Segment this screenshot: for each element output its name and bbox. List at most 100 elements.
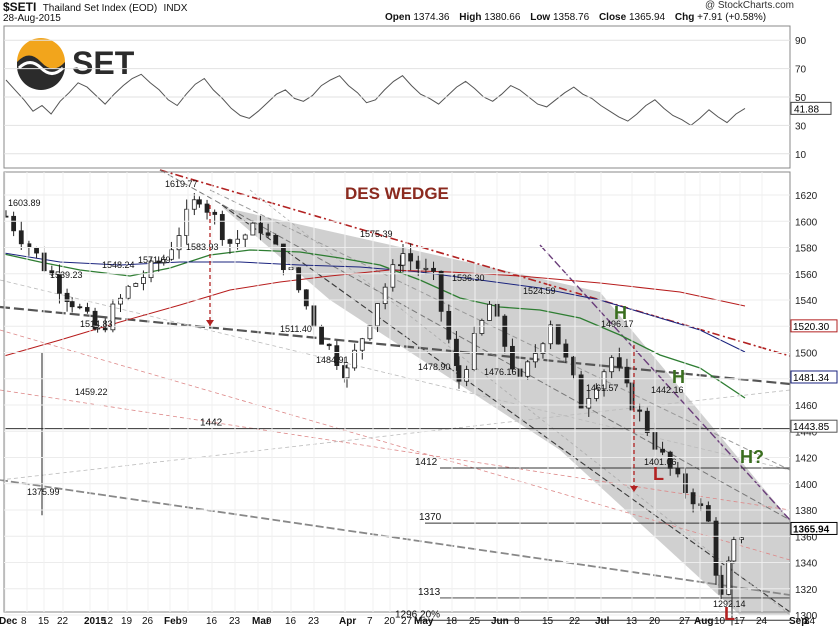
symbol: $SETI — [3, 0, 37, 14]
price-annotation: 1583.93 — [186, 242, 219, 252]
price-tick-label: 1500 — [795, 349, 818, 360]
price-annotation: 1524.59 — [523, 286, 556, 296]
candle-body — [334, 345, 340, 366]
candle-body — [487, 303, 492, 321]
candle-body — [400, 253, 406, 266]
x-tick-label: Jun — [491, 616, 509, 626]
price-tick-label: 1300 — [795, 611, 818, 622]
price-annotation: 1496.17 — [601, 319, 634, 329]
x-tick-label: Feb — [164, 616, 182, 626]
candle-body — [273, 234, 279, 245]
candle-body — [609, 357, 615, 373]
candle-body — [731, 539, 737, 562]
price-tick-label: 1580 — [795, 244, 818, 255]
fan-line-1 — [0, 389, 791, 511]
candle-body — [265, 232, 271, 236]
price-annotation: 1603.89 — [8, 198, 41, 208]
x-tick-label: 20 — [384, 616, 396, 626]
ohlc-readout: Open 1374.36 High 1380.66 Low 1358.76 Cl… — [385, 12, 766, 23]
chg-value: +7.91 (+0.58%) — [697, 12, 767, 23]
low-label: Low — [530, 12, 551, 23]
chart-title: $SETI Thailand Set Index (EOD) INDX — [3, 0, 187, 14]
candle-body — [375, 303, 380, 327]
high-value: 1380.66 — [484, 12, 521, 23]
candle-body — [319, 326, 324, 345]
price-value-box — [790, 370, 838, 384]
candle-body — [85, 307, 90, 312]
x-tick-label: 27 — [679, 616, 691, 626]
candle-body — [110, 303, 116, 331]
x-tick-label: 9 — [182, 616, 188, 626]
moving-average-short — [3, 249, 746, 399]
candle-body — [479, 320, 485, 334]
price-annotation: 1514.83 — [80, 319, 113, 329]
x-tick-label: Mar — [252, 616, 270, 626]
price-tick-label: 1560 — [795, 270, 818, 281]
x-tick-label: 8 — [804, 616, 810, 626]
x-tick-label: 20 — [649, 616, 661, 626]
candle-body — [326, 343, 332, 347]
candle-body — [367, 325, 373, 340]
candle-body — [586, 398, 592, 409]
close-label: Close — [598, 12, 627, 23]
lower-trend-line — [0, 479, 791, 596]
candle-body — [739, 537, 744, 541]
x-tick-label: 7 — [367, 616, 373, 626]
x-tick-label: 2015 — [84, 616, 107, 626]
price-annotation: 1442.16 — [651, 385, 684, 395]
pattern-letter: H? — [740, 447, 764, 467]
candle-body — [352, 349, 358, 369]
price-annotation: 1476.16 — [484, 367, 517, 377]
candle-body — [718, 574, 724, 595]
candle-body — [161, 258, 167, 264]
candle-body — [95, 327, 101, 330]
low-value: 1358.76 — [553, 12, 590, 23]
rsi-tick-label: 50 — [795, 93, 807, 104]
logo-text: SET — [72, 45, 135, 81]
pattern-letter: H — [672, 367, 685, 387]
price-value-box — [790, 521, 838, 535]
candle-body — [197, 199, 202, 205]
source-credit: @ StockCharts.com — [704, 0, 794, 11]
price-annotation: 1548.24 — [102, 260, 135, 270]
price-tick-label: 1320 — [795, 585, 818, 596]
candle-body — [77, 306, 83, 309]
price-annotation: 1459.22 — [75, 387, 108, 397]
price-value-box — [790, 419, 838, 433]
x-tick-label: Aug — [694, 616, 713, 626]
candle-body — [92, 310, 98, 330]
level-label: 1313 — [418, 587, 441, 598]
x-tick-label: Sep — [789, 616, 807, 626]
candle-body — [64, 292, 70, 302]
x-tick-label: May — [414, 616, 434, 626]
x-tick-label: 8 — [21, 616, 27, 626]
price-annotation: 1536.30 — [452, 273, 485, 283]
candle-body — [296, 267, 302, 291]
candle-body — [57, 273, 62, 294]
level-label: 1296 20% — [395, 609, 440, 620]
price-tick-label: 1400 — [795, 480, 818, 491]
x-tick-label: 25 — [469, 616, 481, 626]
candle-body — [616, 357, 622, 368]
candle-body — [667, 451, 673, 469]
pattern-letter: L — [653, 464, 664, 484]
candle-body — [705, 505, 711, 522]
candle-body — [601, 371, 607, 390]
x-tick-label: 15 — [38, 616, 50, 626]
x-tick-label: 23 — [308, 616, 320, 626]
candle-body — [438, 270, 444, 312]
rsi-tick-label: 30 — [795, 121, 807, 132]
candle-body — [169, 249, 174, 260]
candle-body — [250, 222, 256, 236]
x-tick-label: 9 — [266, 616, 272, 626]
candle-body — [624, 366, 630, 384]
price-annotation: 1375.99 — [27, 487, 60, 497]
exchange: INDX — [163, 3, 188, 14]
candle-body — [204, 203, 210, 213]
level-label: 1412 — [415, 457, 438, 468]
open-label: Open — [385, 12, 411, 23]
candle-body — [191, 199, 197, 210]
candle-body — [644, 410, 650, 433]
price-tick-label: 1600 — [795, 217, 818, 228]
